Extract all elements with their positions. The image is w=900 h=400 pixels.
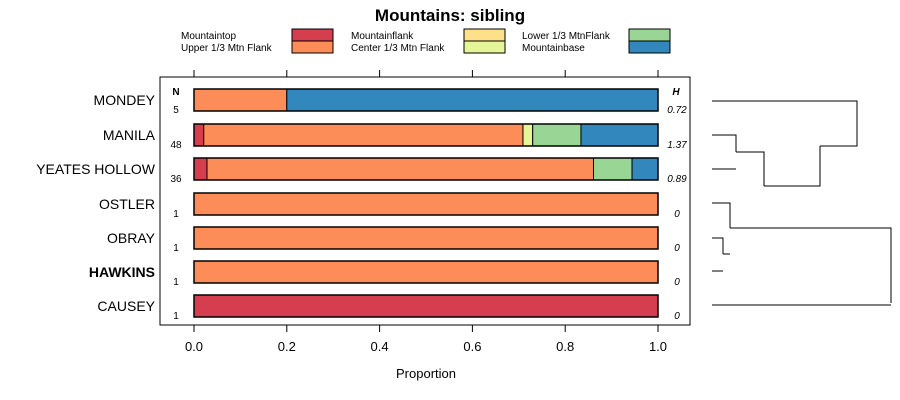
n-value: 1: [173, 277, 179, 288]
x-tick-label: 0.6: [463, 339, 481, 354]
bar-segment: [532, 123, 582, 147]
bar-outline: [193, 157, 659, 181]
bar-outline: [193, 294, 659, 318]
x-axis-title: Proportion: [396, 366, 456, 381]
bar-segment: [203, 123, 524, 147]
legend-swatch: [463, 28, 506, 42]
legend-label: Mountainbase: [522, 43, 585, 54]
legend-label: Upper 1/3 Mtn Flank: [181, 43, 273, 54]
bar-segment: [193, 123, 205, 147]
h-value: 0.72: [667, 105, 687, 116]
x-tick-label: 0.2: [278, 339, 296, 354]
bar-segment: [206, 157, 595, 181]
bar-outline: [193, 260, 659, 284]
n-value: 36: [170, 174, 182, 185]
bar-outline: [193, 226, 659, 250]
plot-frame: [159, 76, 691, 326]
x-tick-label: 0.8: [556, 339, 574, 354]
n-value: 1: [173, 243, 179, 254]
n-value: 48: [170, 140, 182, 151]
h-value: 0: [674, 243, 680, 254]
legend-label: Center 1/3 Mtn Flank: [351, 43, 445, 54]
h-value: 1.37: [667, 140, 687, 151]
bar-segment: [193, 294, 659, 318]
n-value: 5: [173, 105, 179, 116]
n-values: 5 48 36 1 1 1 1: [170, 105, 182, 322]
dendrogram-line: [764, 146, 821, 187]
h-value: 0: [674, 277, 680, 288]
dendrogram-line: [712, 100, 858, 147]
bar-segment: [193, 260, 659, 284]
row-labels: MONDEY MANILA YEATES HOLLOW OSTLER OBRAY HAWK…: [36, 92, 156, 314]
x-tick-label: 1.0: [649, 339, 667, 354]
row-label: CAUSEY: [97, 298, 155, 314]
row-label: HAWKINS: [89, 264, 155, 280]
dendrogram-line: [712, 134, 737, 152]
legend-label: Mountainflank: [351, 31, 414, 42]
legend-swatch: [291, 40, 334, 54]
bar-segment: [193, 157, 208, 181]
h-value: 0.89: [667, 174, 687, 185]
bar-segment: [193, 226, 659, 250]
bars-layer: [193, 88, 659, 318]
bar-segment: [193, 192, 659, 216]
dendrogram-line: [712, 202, 731, 228]
bar-segment: [286, 88, 659, 112]
h-header: H: [672, 87, 680, 98]
legend-swatch: [291, 28, 334, 42]
n-value: 1: [173, 311, 179, 322]
h-values: 0.72 1.37 0.89 0 0 0 0: [667, 105, 687, 322]
dendrogram-line: [730, 227, 892, 303]
legend-label: Lower 1/3 MtnFlank: [522, 31, 611, 42]
bar-outline: [193, 123, 659, 147]
row-label: MANILA: [103, 127, 156, 143]
bar-segment: [193, 88, 288, 112]
chart-title: Mountains: sibling: [375, 6, 525, 25]
legend-swatch: [628, 40, 671, 54]
n-value: 1: [173, 209, 179, 220]
h-value: 0: [674, 311, 680, 322]
legend-swatch: [463, 40, 506, 54]
bar-segment: [593, 157, 633, 181]
dendrogram-line: [736, 151, 765, 186]
dendrogram-line: [712, 237, 724, 254]
x-axis: 0.0 0.2 0.4 0.6 0.8 1.0: [185, 70, 667, 354]
row-label: YEATES HOLLOW: [36, 161, 156, 177]
x-tick-label: 0.0: [185, 339, 203, 354]
row-label: OBRAY: [107, 230, 156, 246]
bar-segment: [522, 123, 534, 147]
bar-outline: [193, 88, 659, 112]
row-label: MONDEY: [94, 92, 156, 108]
legend-label: Mountaintop: [181, 31, 236, 42]
bar-segment: [580, 123, 659, 147]
dendrogram: [712, 100, 892, 306]
bar-outline: [193, 192, 659, 216]
x-tick-label: 0.4: [371, 339, 389, 354]
legend-swatch: [628, 28, 671, 42]
n-header: N: [172, 87, 179, 98]
h-value: 0: [674, 209, 680, 220]
bar-segment: [631, 157, 659, 181]
row-label: OSTLER: [99, 196, 155, 212]
